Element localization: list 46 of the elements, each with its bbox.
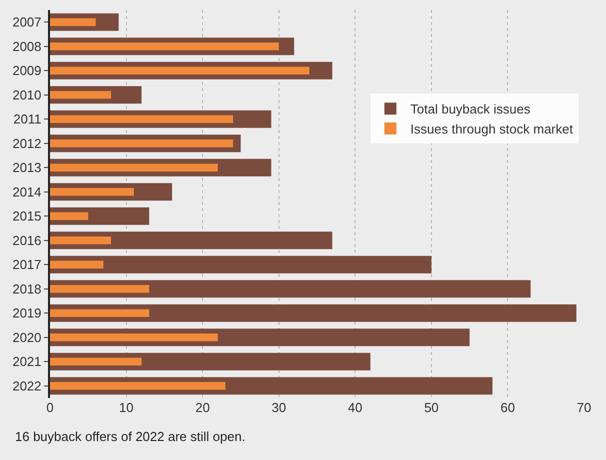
y-tick-label: 2021 <box>12 354 42 370</box>
y-tick-label: 2018 <box>12 281 42 296</box>
bar <box>50 260 104 269</box>
y-tick-label: 2017 <box>12 257 42 272</box>
bar <box>50 280 531 298</box>
bar <box>50 188 134 196</box>
x-tick-label: 0 <box>46 400 54 415</box>
bar <box>50 90 112 99</box>
x-tick-label: 10 <box>119 400 134 415</box>
y-tick-label: 2013 <box>12 160 42 176</box>
bar <box>50 42 279 50</box>
y-tick-label: 2007 <box>12 14 42 30</box>
x-tick-label: 30 <box>272 400 286 415</box>
bar <box>50 358 142 366</box>
legend-label: Total buyback issues <box>410 102 531 117</box>
y-tick-label: 2008 <box>12 38 42 54</box>
bar <box>50 140 234 148</box>
bar <box>50 382 226 390</box>
y-tick-label: 2012 <box>12 136 42 151</box>
bar <box>50 115 234 124</box>
y-tick-label: 2022 <box>12 378 42 394</box>
x-tick-label: 40 <box>348 400 362 415</box>
y-tick-label: 2015 <box>12 208 42 224</box>
bar <box>50 285 150 293</box>
legend-label: Issues through stock market <box>410 122 574 137</box>
bar <box>50 212 88 220</box>
x-tick-label: 60 <box>500 400 515 415</box>
bar <box>50 304 576 322</box>
x-tick-label: 20 <box>195 400 210 415</box>
bar <box>50 18 96 26</box>
x-tick-label: 70 <box>576 400 592 415</box>
bar <box>50 256 432 274</box>
bar <box>50 236 112 244</box>
text: 16 buyback offers of 2022 are still open. <box>15 429 246 444</box>
y-tick-label: 2019 <box>12 306 42 321</box>
y-tick-label: 2009 <box>12 63 42 78</box>
y-tick-label: 2016 <box>12 232 42 248</box>
y-tick-label: 2010 <box>12 87 42 102</box>
x-tick-label: 50 <box>424 400 439 415</box>
bar <box>50 334 218 342</box>
y-tick-label: 2011 <box>13 112 42 127</box>
bar <box>50 66 310 75</box>
bar <box>50 309 150 318</box>
bar <box>50 164 218 172</box>
y-tick-label: 2014 <box>12 184 42 200</box>
y-tick-label: 2020 <box>12 330 42 345</box>
